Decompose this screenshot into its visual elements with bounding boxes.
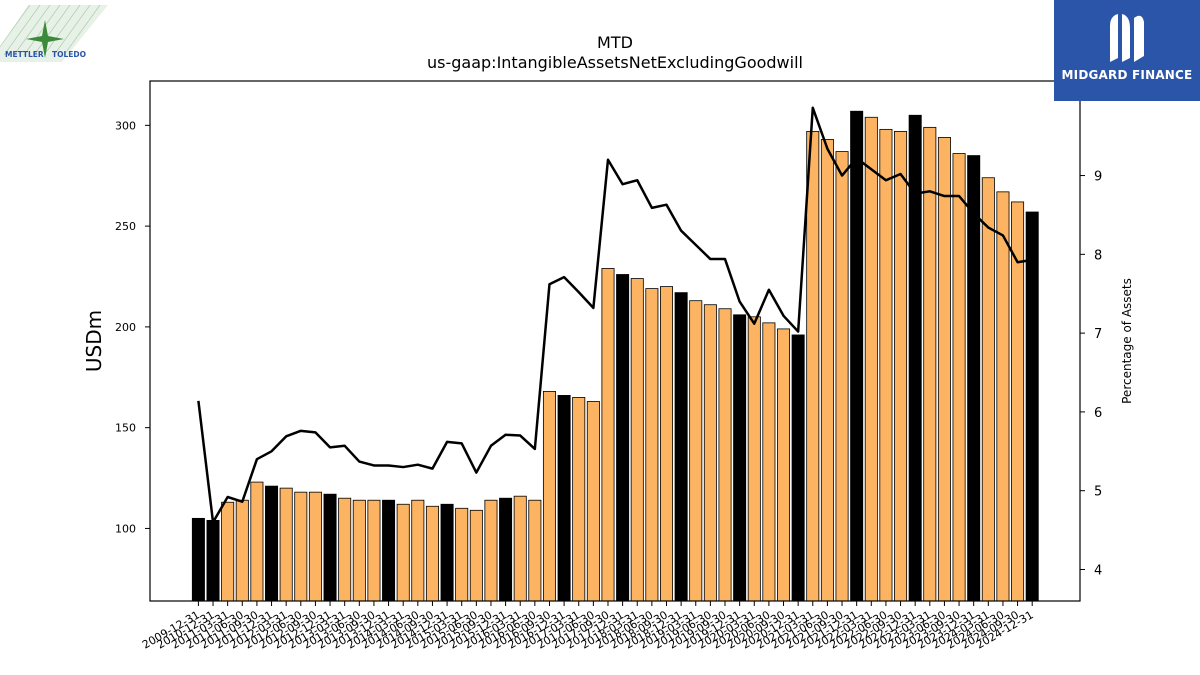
y2-axis-label: Percentage of Assets (1120, 278, 1134, 404)
y-tick-label: 300 (115, 119, 136, 132)
y2-tick-label: 5 (1094, 485, 1102, 500)
bar (996, 191, 1010, 602)
midgard-emblem-icon (1110, 14, 1144, 62)
bar (864, 116, 878, 602)
bar (703, 304, 717, 602)
bar (981, 177, 995, 602)
bar (616, 274, 630, 602)
bar (294, 491, 308, 602)
bar (835, 151, 849, 602)
bar (308, 491, 322, 602)
bar (542, 390, 556, 602)
bar (879, 128, 893, 602)
midgard-finance-logo: MIDGARD FINANCE (1054, 0, 1200, 101)
bar (820, 139, 834, 602)
bar (323, 493, 337, 602)
bar (528, 499, 542, 602)
mettler-toledo-emblem (0, 4, 108, 62)
bar (265, 485, 279, 602)
bar (484, 499, 498, 602)
bar (206, 519, 220, 602)
y2-tick-label: 9 (1094, 170, 1102, 185)
bar (367, 499, 381, 602)
bar (689, 300, 703, 602)
bar (1025, 211, 1039, 602)
logo-text-mettler: METTLER (5, 50, 44, 59)
bar (660, 286, 674, 602)
bar (967, 155, 981, 602)
bar (191, 517, 205, 602)
y2-tick-label: 8 (1094, 248, 1102, 263)
y2-tick-label: 6 (1094, 406, 1102, 421)
line-layer (197, 106, 1033, 524)
bar (499, 497, 513, 602)
y-tick-label: 250 (115, 220, 136, 233)
bar (557, 395, 571, 602)
axes-layer: 1001502002503004567892009-12-312010-12-3… (115, 119, 1102, 651)
y-tick-label: 200 (115, 321, 136, 334)
bar (894, 130, 908, 602)
bar (425, 505, 439, 602)
bar (221, 501, 235, 602)
bar (645, 288, 659, 602)
chart-title: MTD (597, 33, 633, 52)
bar (630, 278, 644, 602)
bar (923, 126, 937, 602)
bar (235, 499, 249, 602)
bar (601, 268, 615, 602)
mettler-toledo-logo: METTLER TOLEDO (0, 0, 120, 70)
bar (382, 499, 396, 602)
bar (937, 137, 951, 602)
bar (250, 481, 264, 602)
y-tick-label: 150 (115, 422, 136, 435)
y-tick-label: 100 (115, 522, 136, 535)
bar (338, 497, 352, 602)
bar (806, 130, 820, 602)
bar (791, 334, 805, 602)
bar (674, 292, 688, 602)
bar (455, 507, 469, 602)
bar (279, 487, 293, 602)
bar (762, 322, 776, 602)
bar (747, 316, 761, 602)
percentage-line (197, 106, 1033, 524)
bar (411, 499, 425, 602)
bar (586, 401, 600, 602)
logo-text-toledo: TOLEDO (52, 50, 86, 59)
bar (440, 503, 454, 602)
y-axis-label: USDm (82, 310, 106, 372)
bar (733, 314, 747, 602)
bar (352, 499, 366, 602)
bar (572, 397, 586, 602)
logo-text-midgard: MIDGARD FINANCE (1061, 68, 1193, 82)
bars-layer (191, 110, 1039, 602)
bar (777, 328, 791, 602)
y2-tick-label: 4 (1094, 563, 1102, 578)
bar (718, 308, 732, 602)
bar (469, 509, 483, 602)
bar (850, 110, 864, 602)
plot-frame (149, 80, 1081, 602)
bar (513, 495, 527, 602)
bar (396, 503, 410, 602)
y2-tick-label: 7 (1094, 327, 1102, 342)
chart-subtitle: us-gaap:IntangibleAssetsNetExcludingGood… (427, 53, 803, 72)
bar (952, 153, 966, 602)
